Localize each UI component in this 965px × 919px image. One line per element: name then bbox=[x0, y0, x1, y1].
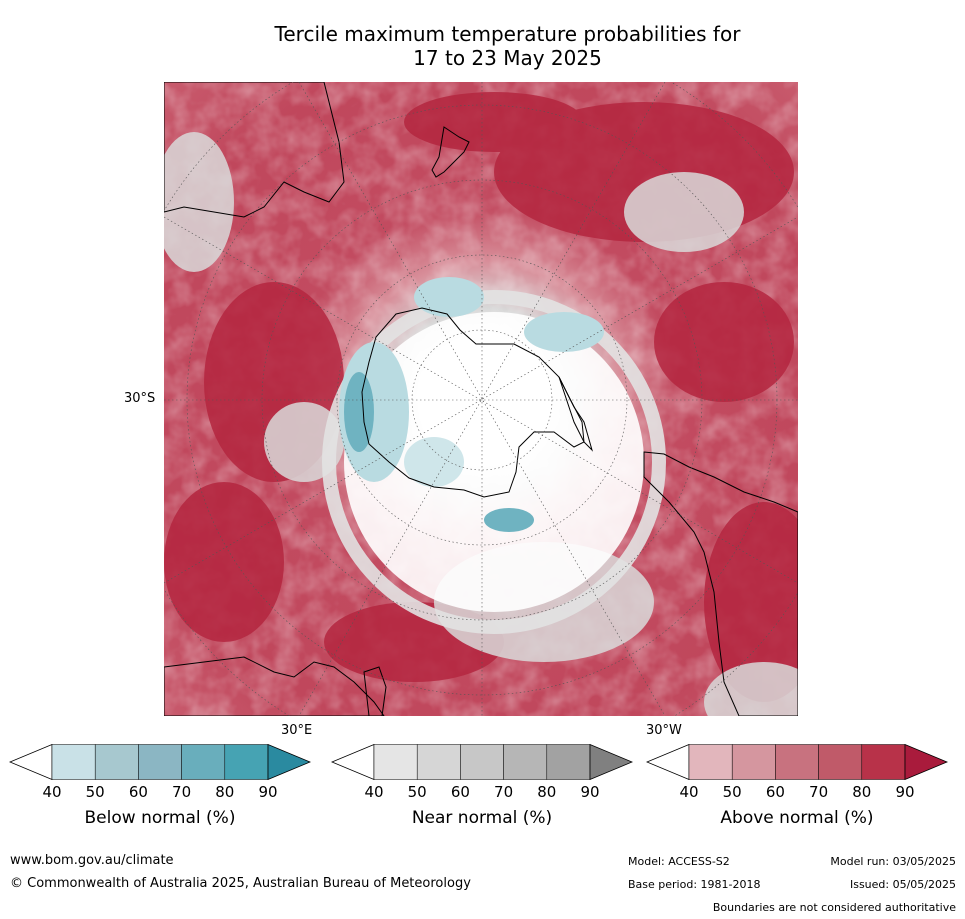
polar-map bbox=[164, 82, 798, 716]
below-normal-colorbar bbox=[9, 744, 311, 780]
colorbar-max-arrow bbox=[904, 744, 948, 780]
colorbar-bin bbox=[818, 744, 863, 780]
above-normal-label: Above normal (%) bbox=[720, 808, 874, 828]
longitude-label-30e: 30°E bbox=[281, 723, 313, 738]
near-normal-label: Near normal (%) bbox=[411, 808, 553, 828]
colorbar-bin bbox=[688, 744, 733, 780]
website-link[interactable]: www.bom.gov.au/climate bbox=[10, 853, 174, 868]
near-normal-colorbar bbox=[331, 744, 633, 780]
colorbar-tick-label: 90 bbox=[258, 783, 278, 801]
colorbar-tick-label: 70 bbox=[809, 783, 829, 801]
new-zealand-coastline bbox=[431, 126, 470, 178]
australia-coastline bbox=[164, 82, 345, 218]
longitude-label-30w: 30°W bbox=[646, 723, 682, 738]
colorbar-tick-label: 60 bbox=[128, 783, 148, 801]
colorbar-tick-label: 80 bbox=[537, 783, 557, 801]
colorbar-tick-label: 90 bbox=[895, 783, 915, 801]
south-america-coastline bbox=[643, 451, 798, 716]
colorbar-bin bbox=[181, 744, 226, 780]
colorbar-bin bbox=[51, 744, 96, 780]
colorbar-tick-label: 50 bbox=[85, 783, 105, 801]
map-title-line2: 17 to 23 May 2025 bbox=[413, 46, 602, 70]
colorbar-bin bbox=[775, 744, 819, 780]
colorbar-tick-label: 80 bbox=[215, 783, 235, 801]
colorbar-bin bbox=[94, 744, 139, 780]
colorbar-max-arrow bbox=[589, 744, 633, 780]
colorbar-bin bbox=[138, 744, 182, 780]
colorbar-min-arrow bbox=[646, 744, 690, 780]
colorbar-bin bbox=[224, 744, 269, 780]
colorbar-bin bbox=[373, 744, 418, 780]
base-period: Base period: 1981-2018 bbox=[628, 878, 761, 891]
boundaries-disclaimer: Boundaries are not considered authoritat… bbox=[712, 901, 956, 914]
below-normal-areas bbox=[339, 277, 604, 532]
polar-grey-ring bbox=[322, 290, 666, 634]
polar-near-normal bbox=[344, 312, 644, 612]
map-title: Tercile maximum temperature probabilitie… bbox=[0, 22, 965, 70]
antarctic-peninsula bbox=[558, 376, 594, 452]
colorbar-bin bbox=[861, 744, 906, 780]
below-normal-label: Below normal (%) bbox=[84, 808, 236, 828]
latitude-label-30s: 30°S bbox=[124, 391, 156, 406]
colorbar-bin bbox=[731, 744, 776, 780]
issued-date: Issued: 05/05/2025 bbox=[849, 878, 956, 891]
colorbar-tick-label: 60 bbox=[450, 783, 470, 801]
colorbar-tick-label: 90 bbox=[580, 783, 600, 801]
model-name: Model: ACCESS-S2 bbox=[628, 855, 730, 868]
africa-coastline bbox=[164, 656, 385, 716]
colorbar-bin bbox=[416, 744, 461, 780]
colorbar-tick-label: 50 bbox=[722, 783, 742, 801]
colorbar-tick-label: 70 bbox=[172, 783, 192, 801]
colorbar-min-arrow bbox=[331, 744, 375, 780]
colorbar-tick-label: 60 bbox=[765, 783, 785, 801]
colorbar-tick-label: 40 bbox=[42, 783, 62, 801]
colorbar-tick-label: 40 bbox=[364, 783, 384, 801]
colorbar-bin bbox=[546, 744, 591, 780]
model-run: Model run: 03/05/2025 bbox=[830, 855, 956, 868]
antarctica-coastline bbox=[361, 307, 585, 498]
colorbar-bin bbox=[503, 744, 548, 780]
map-canvas bbox=[164, 82, 798, 716]
above-normal-colorbar bbox=[646, 744, 948, 780]
colorbar-max-arrow bbox=[267, 744, 311, 780]
colorbar-min-arrow bbox=[9, 744, 53, 780]
graticule bbox=[164, 82, 798, 716]
colorbar-tick-label: 40 bbox=[679, 783, 699, 801]
above-normal-strong-areas bbox=[164, 92, 798, 702]
madagascar-coastline bbox=[363, 666, 387, 716]
copyright-text: © Commonwealth of Australia 2025, Austra… bbox=[10, 876, 471, 891]
map-title-line1: Tercile maximum temperature probabilitie… bbox=[274, 22, 741, 46]
colorbar-tick-label: 70 bbox=[494, 783, 514, 801]
colorbar-tick-label: 80 bbox=[852, 783, 872, 801]
colorbar-bin bbox=[460, 744, 504, 780]
colorbar-tick-label: 50 bbox=[407, 783, 427, 801]
